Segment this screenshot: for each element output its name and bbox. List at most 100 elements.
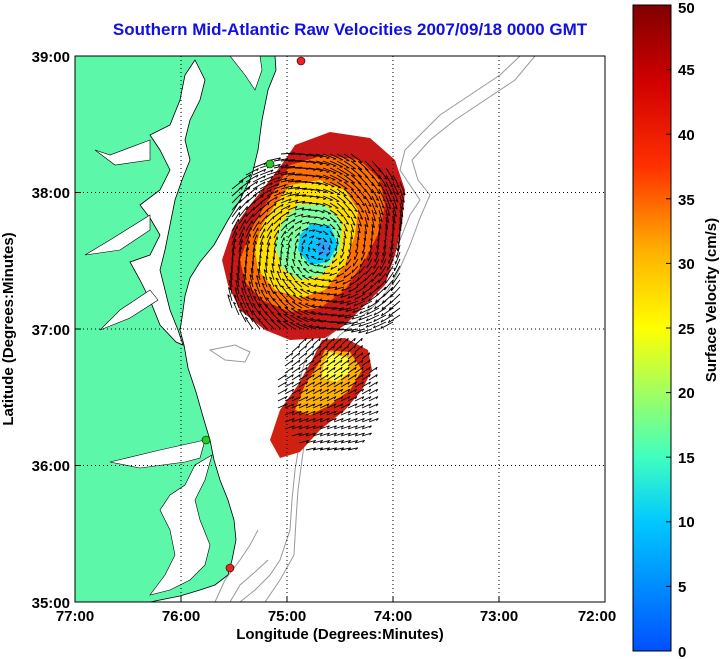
velocity-arrowhead [299, 425, 302, 429]
map-title: Southern Mid-Atlantic Raw Velocities 200… [112, 20, 588, 39]
velocity-arrow [361, 293, 373, 301]
velocity-arrowhead [319, 345, 321, 349]
velocity-arrow [287, 166, 303, 169]
velocity-arrowhead [354, 209, 358, 212]
velocity-arrow [304, 310, 317, 316]
velocity-arrow [347, 388, 357, 395]
velocity-arrow [273, 177, 288, 183]
velocity-arrowhead [319, 388, 323, 392]
velocity-arrowhead [290, 265, 294, 269]
velocity-arrow [324, 258, 331, 263]
velocity-arrow [287, 286, 296, 295]
velocity-arrowhead [347, 381, 350, 385]
velocity-arrow [350, 160, 363, 170]
velocity-arrow [373, 314, 387, 323]
velocity-arrowhead [281, 285, 285, 288]
velocity-arrow [266, 189, 279, 197]
velocity-arrow [284, 307, 296, 316]
colorbar-tick-label: 50 [678, 0, 695, 17]
velocity-arrow [366, 307, 380, 316]
velocity-arrow [231, 232, 237, 246]
velocity-arrowhead [340, 403, 344, 407]
velocity-arrowhead [359, 311, 362, 314]
velocity-arrowhead [306, 440, 309, 443]
velocity-arrow [262, 276, 268, 288]
velocity-arrowhead [374, 212, 377, 215]
velocity-arrow [329, 223, 336, 230]
velocity-arrow [231, 225, 238, 239]
velocity-arrowhead [312, 410, 316, 414]
velocity-arrowhead [305, 403, 309, 407]
velocity-arrowhead [313, 425, 316, 429]
velocity-arrowhead [314, 284, 318, 286]
velocity-arrowhead [368, 388, 372, 392]
velocity-arrow [294, 220, 303, 225]
velocity-arrow [291, 388, 301, 395]
y-tick-label: 39:00 [32, 49, 70, 66]
velocity-arrow [238, 199, 249, 211]
velocity-arrow [326, 381, 336, 388]
velocity-arrow [327, 286, 338, 289]
velocity-arrowhead [340, 294, 344, 298]
velocity-arrow [245, 233, 251, 246]
colorbar-tick-label: 20 [678, 385, 695, 402]
velocity-arrowhead [333, 396, 337, 400]
velocity-arrowhead [379, 219, 383, 223]
velocity-arrowhead [319, 352, 322, 356]
velocity-arrowhead [249, 274, 253, 278]
velocity-arrowhead [344, 268, 347, 272]
velocity-arrowhead [300, 220, 303, 224]
velocity-arrowhead [334, 418, 337, 422]
velocity-arrow [231, 186, 243, 197]
velocity-arrowhead [284, 388, 288, 392]
velocity-arrow [319, 381, 329, 388]
velocity-arrow [380, 314, 394, 323]
velocity-arrow [326, 418, 337, 423]
velocity-arrow [392, 216, 395, 231]
velocity-arrowhead [293, 219, 296, 223]
velocity-arrowhead [332, 300, 336, 304]
velocity-arrowhead [251, 317, 255, 320]
velocity-arrow [319, 337, 328, 346]
velocity-arrowhead [361, 250, 364, 255]
velocity-arrowhead [333, 359, 336, 363]
velocity-arrowhead [317, 190, 321, 193]
velocity-arrowhead [361, 381, 364, 385]
velocity-arrow [319, 410, 330, 416]
velocity-arrowhead [300, 213, 304, 217]
velocity-arrowhead [272, 298, 276, 301]
velocity-arrow [291, 374, 301, 381]
velocity-arrow [329, 272, 338, 277]
velocity-arrow [351, 314, 366, 320]
velocity-arrowhead [326, 164, 330, 166]
velocity-arrowhead [261, 282, 265, 286]
velocity-arrow [347, 345, 356, 353]
velocity-arrow [298, 374, 308, 381]
velocity-arrowhead [366, 217, 370, 221]
velocity-arrowhead [369, 291, 372, 296]
velocity-arrow [361, 410, 372, 416]
velocity-arrow [312, 388, 322, 395]
velocity-arrowhead [387, 319, 391, 323]
velocity-arrow [266, 183, 280, 190]
velocity-arrow [336, 174, 349, 183]
velocity-arrow [392, 174, 400, 188]
velocity-arrowhead [375, 381, 378, 385]
velocity-arrow [373, 307, 387, 316]
velocity-arrow [350, 209, 357, 219]
velocity-arrow [340, 374, 350, 381]
velocity-arrow [361, 432, 372, 437]
velocity-arrow [381, 251, 387, 263]
velocity-arrowhead [237, 266, 240, 270]
velocity-arrow [347, 425, 358, 430]
velocity-arrow [315, 167, 330, 173]
velocity-arrowhead [380, 212, 384, 216]
velocity-arrowhead [266, 215, 268, 219]
velocity-arrowhead [316, 196, 320, 199]
velocity-arrowhead [291, 403, 295, 407]
velocity-arrowhead [253, 207, 255, 211]
velocity-arrowhead [348, 440, 351, 443]
velocity-arrowhead [305, 227, 309, 231]
velocity-arrow [329, 153, 343, 161]
velocity-arrowhead [252, 254, 256, 258]
